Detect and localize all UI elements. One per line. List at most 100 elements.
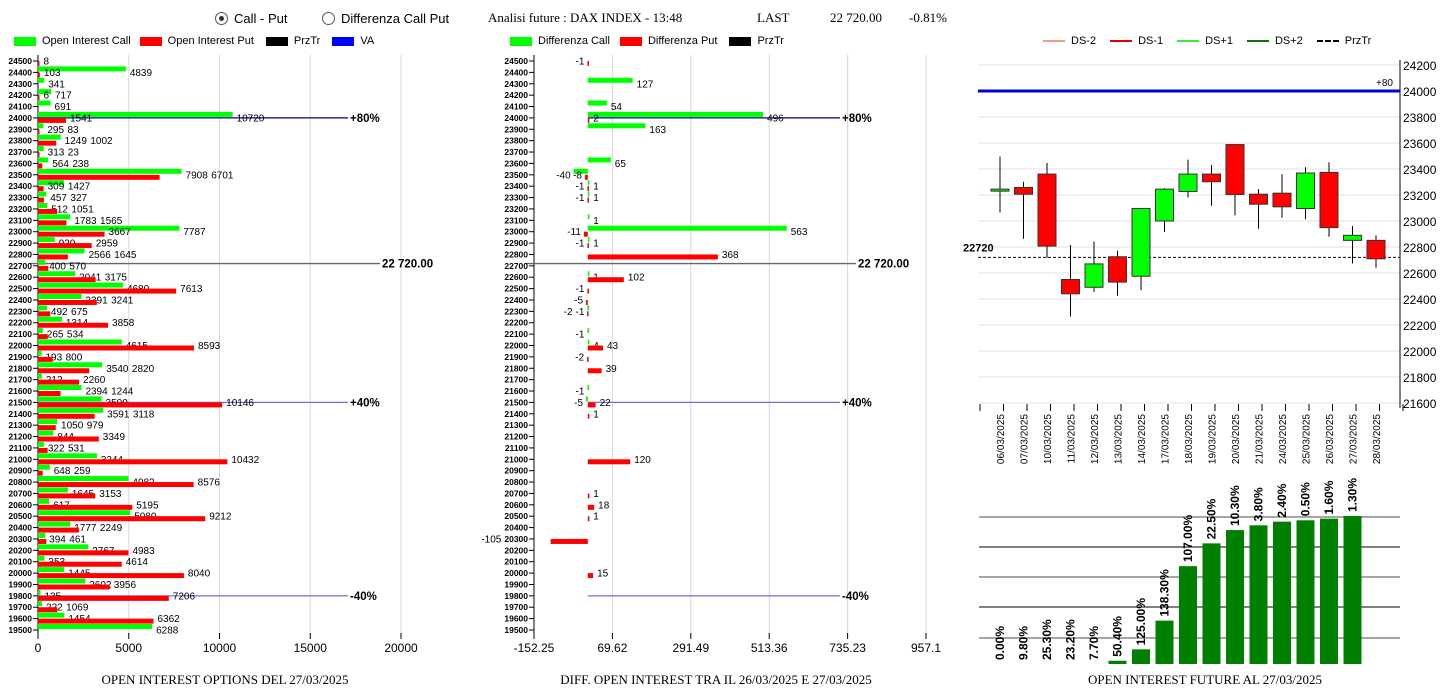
last-label: LAST [757,10,790,25]
y-tick-label: 20700 [504,488,528,498]
legend-line [1043,40,1065,42]
bar-value-label: 23 [68,148,80,159]
y-tick-label: 22000 [1403,345,1437,359]
x-tick-label: 21/03/2025 [1255,414,1266,464]
put-bar [38,447,48,453]
bar-value-label: -1 [576,307,585,318]
bar-value-label: 1777 [74,523,97,534]
legend-label: DS+2 [1274,35,1303,47]
candle-down [1319,171,1339,229]
legend-label: PrzTr [757,35,784,47]
bar-value-label: 1 [593,489,599,500]
radio-differenza-call-put[interactable]: Differenza Call Put [322,11,449,26]
put-bar [38,584,110,590]
y-tick-label: 21000 [504,454,528,464]
bar-value-label: 8593 [198,341,221,352]
call-bar [38,521,71,527]
y-tick-label: 21900 [8,352,32,362]
x-tick-label: -152.25 [514,641,555,655]
y-tick-label: 20300 [8,534,32,544]
oi-bar [1132,649,1150,664]
y-tick-label: 24400 [8,67,32,77]
call-bar [38,430,54,436]
put-bar [38,425,56,431]
radio-unchecked-icon [322,12,335,25]
bar-value-label: 564 [52,159,69,170]
bar-value-label: 7908 [186,170,209,181]
call-bar [38,453,97,459]
oi-change-label: 0.00% [993,626,1007,660]
candle-up [1343,234,1362,241]
oi-change-label: 9.80% [1017,626,1031,660]
x-tick-label: 291.49 [672,641,709,655]
x-tick-label: 07/03/2025 [1020,414,1031,464]
legend-line [1246,40,1269,42]
x-tick-label: 20000 [384,641,418,655]
y-tick-label: 23000 [504,227,528,237]
bar-value-label: 1244 [111,387,134,398]
reference-line-label: +40% [350,397,380,409]
call-bar [38,328,43,334]
x-tick-label: 06/03/2025 [996,414,1007,464]
bar-value-label: 102 [628,273,645,284]
bar-value-label: 8 [44,57,50,68]
oi-change-label: 3.80% [1252,487,1266,521]
y-tick-label: 23200 [8,204,32,214]
put-bar [587,413,590,419]
put-bar [587,402,596,408]
call-bar [38,385,82,391]
bar-value-label: 163 [649,125,666,136]
legend-line [1177,40,1200,42]
call-bar [38,350,42,356]
put-bar [38,482,194,488]
call-bar [38,373,42,379]
y-tick-label: 19500 [8,625,32,635]
candle-up [1296,172,1315,210]
legend-label: Open Interest Put [167,35,254,47]
legend-line [1110,40,1133,42]
legend-swatch [332,36,355,46]
price-line-label: 22 720.00 [858,259,909,271]
y-tick-label: 24000 [8,113,32,123]
y-tick-label: 22400 [1403,293,1437,307]
y-tick-label: 20800 [504,477,528,487]
y-tick-label: 20000 [504,568,528,578]
bar-value-label: 570 [69,261,86,272]
oi-bar [1343,516,1362,664]
y-tick-label: 24000 [1403,85,1437,99]
put-bar [587,311,589,317]
y-tick-label: 24200 [8,90,32,100]
oi-bar [1202,543,1221,664]
oi-bar [1320,518,1338,664]
put-bar [38,379,80,385]
put-bar [587,288,589,294]
legend-swatch [14,36,36,46]
call-bar [38,510,131,516]
bar-value-label: 675 [71,307,88,318]
call-bar [587,214,590,220]
legend-swatch [729,36,752,46]
y-tick-label: 23800 [1403,111,1437,125]
y-tick-label: 21600 [8,386,32,396]
bar-value-label: 322 [48,443,65,454]
left-chart-title: OPEN INTEREST OPTIONS DEL 27/03/2025 [102,672,349,687]
bar-value-label: 43 [607,341,619,352]
bar-value-label: 8576 [198,478,221,489]
y-tick-label: 22000 [8,341,32,351]
call-bar [587,111,764,117]
y-tick-label: 22900 [8,238,32,248]
bar-value-label: 1051 [71,204,94,215]
bar-value-label: 1 [593,409,599,420]
legend-swatch [510,36,532,46]
oi-change-label: 50.40% [1111,616,1125,657]
put-bar [38,391,61,397]
radio-call-put[interactable]: Call - Put [215,11,287,26]
bar-value-label: 394 [49,534,66,545]
y-tick-label: 19600 [8,614,32,624]
bar-value-label: 2820 [132,364,155,375]
legend-left: Open Interest Call Open Interest Put Prz… [14,35,374,47]
bar-value-label: 3956 [114,580,137,591]
put-bar [38,231,105,237]
bar-value-label: -2 [575,352,584,363]
y-tick-label: 22600 [1403,267,1437,281]
